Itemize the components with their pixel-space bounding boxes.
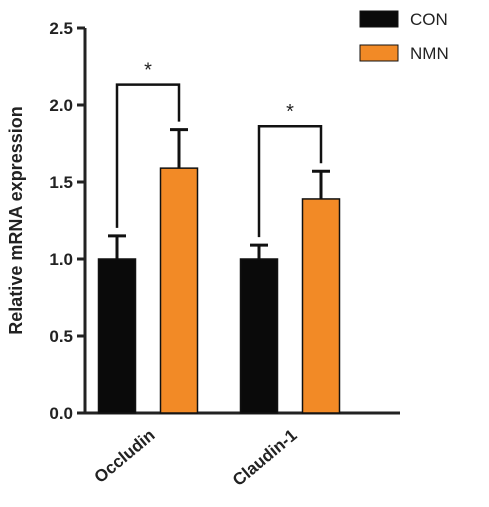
- y-tick-label: 2.0: [49, 96, 73, 115]
- bar-nmn-claudin-1: [301, 198, 341, 414]
- x-tick-label: Occludin: [91, 426, 159, 487]
- y-tick-label: 1.0: [49, 250, 73, 269]
- significance-bracket: [257, 124, 323, 238]
- significance-star: *: [286, 101, 294, 123]
- bar-con-claudin-1: [239, 258, 279, 414]
- significance-star: *: [144, 60, 152, 82]
- legend-swatch-con: [359, 10, 399, 28]
- legend-label-nmn: NMN: [410, 44, 449, 63]
- legend-label-con: CON: [410, 10, 448, 29]
- y-tick-label: 2.5: [49, 19, 73, 38]
- bars: [97, 128, 341, 414]
- legend-swatch-nmn: [359, 44, 399, 62]
- y-tick-label: 0.5: [49, 327, 73, 346]
- bar-nmn-occludin: [159, 167, 199, 414]
- y-axis-label: Relative mRNA expression: [6, 106, 26, 334]
- axes: 0.0 0.5 1.0 1.5 2.0 2.5 Relative mRNA expressi…: [6, 19, 400, 490]
- significance-annotations: **: [115, 60, 323, 238]
- legend: CON NMN: [359, 10, 449, 63]
- y-tick-label: 1.5: [49, 173, 73, 192]
- significance-bracket: [115, 83, 181, 228]
- y-tick-label: 0.0: [49, 404, 73, 423]
- x-tick-label: Claudin-1: [229, 426, 301, 490]
- bar-con-occludin: [97, 258, 137, 414]
